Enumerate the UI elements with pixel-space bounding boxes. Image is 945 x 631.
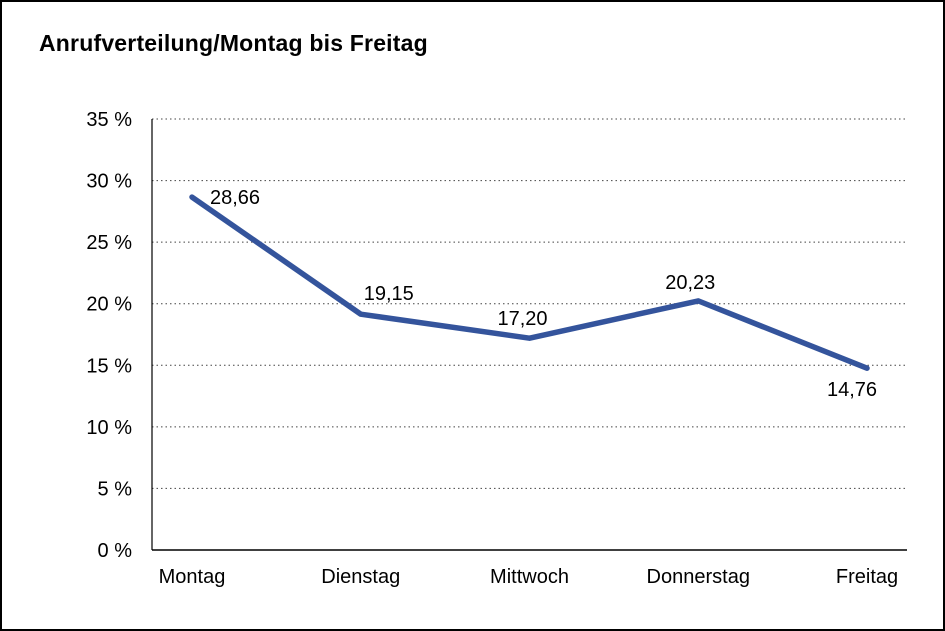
y-tick-label: 30 % <box>86 171 132 193</box>
data-point-label: 17,20 <box>497 308 547 330</box>
data-point-label: 14,76 <box>827 379 877 401</box>
y-tick-label: 35 % <box>86 109 132 131</box>
x-axis-label: Mittwoch <box>490 566 569 588</box>
y-tick-label: 5 % <box>98 478 133 500</box>
y-tick-label: 15 % <box>86 355 132 377</box>
x-axis-label: Dienstag <box>321 566 400 588</box>
data-point-label: 20,23 <box>665 272 715 294</box>
x-axis-label: Freitag <box>836 566 898 588</box>
data-point-label: 28,66 <box>210 187 260 209</box>
y-tick-label: 0 % <box>98 540 133 562</box>
x-axis-label: Donnerstag <box>647 566 750 588</box>
y-tick-label: 10 % <box>86 417 132 439</box>
y-tick-label: 20 % <box>86 294 132 316</box>
data-line <box>189 194 870 371</box>
chart-title: Anrufverteilung/Montag bis Freitag <box>39 30 428 56</box>
x-axis-label: Montag <box>159 566 226 588</box>
y-tick-label: 25 % <box>86 232 132 254</box>
data-point-label: 19,15 <box>364 283 414 305</box>
